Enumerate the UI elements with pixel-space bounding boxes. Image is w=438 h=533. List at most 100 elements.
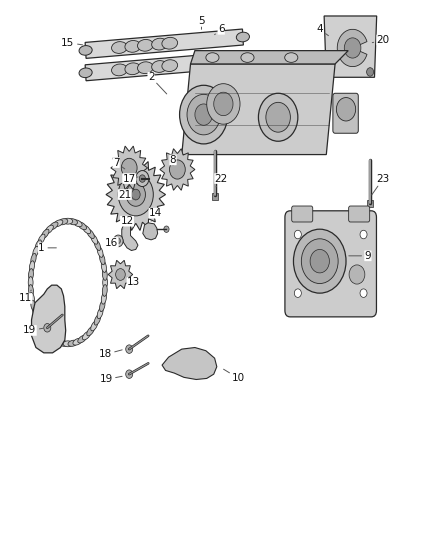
Ellipse shape bbox=[33, 308, 39, 319]
Ellipse shape bbox=[38, 321, 45, 331]
Wedge shape bbox=[337, 29, 367, 67]
Text: 20: 20 bbox=[372, 35, 390, 45]
Circle shape bbox=[293, 229, 346, 293]
Circle shape bbox=[139, 175, 145, 182]
Ellipse shape bbox=[35, 240, 42, 251]
Circle shape bbox=[131, 189, 140, 200]
Ellipse shape bbox=[102, 269, 107, 280]
Polygon shape bbox=[106, 159, 166, 230]
Ellipse shape bbox=[29, 293, 35, 304]
Ellipse shape bbox=[99, 253, 105, 265]
Text: 11: 11 bbox=[19, 290, 32, 303]
Polygon shape bbox=[162, 348, 217, 379]
Bar bbox=[85, 51, 244, 81]
Ellipse shape bbox=[152, 38, 167, 50]
Text: 2: 2 bbox=[148, 72, 167, 94]
Polygon shape bbox=[160, 149, 195, 190]
Ellipse shape bbox=[29, 261, 35, 272]
Text: 17: 17 bbox=[123, 174, 138, 183]
Ellipse shape bbox=[94, 314, 101, 325]
Ellipse shape bbox=[102, 277, 107, 288]
Circle shape bbox=[126, 370, 133, 378]
Circle shape bbox=[180, 85, 228, 144]
Ellipse shape bbox=[285, 53, 298, 62]
Ellipse shape bbox=[97, 308, 103, 319]
Ellipse shape bbox=[68, 340, 78, 346]
Circle shape bbox=[266, 102, 290, 132]
Ellipse shape bbox=[63, 219, 73, 224]
Ellipse shape bbox=[112, 42, 127, 53]
Circle shape bbox=[118, 173, 153, 216]
Text: 18: 18 bbox=[99, 350, 122, 359]
Ellipse shape bbox=[112, 64, 127, 76]
Text: 7: 7 bbox=[113, 158, 125, 169]
Ellipse shape bbox=[49, 222, 58, 230]
Circle shape bbox=[294, 289, 301, 297]
Circle shape bbox=[126, 345, 133, 353]
FancyBboxPatch shape bbox=[285, 211, 376, 317]
Ellipse shape bbox=[28, 269, 33, 280]
Circle shape bbox=[44, 324, 51, 332]
Circle shape bbox=[301, 239, 338, 284]
Ellipse shape bbox=[78, 222, 86, 230]
Ellipse shape bbox=[79, 46, 92, 55]
Circle shape bbox=[214, 92, 233, 116]
Circle shape bbox=[349, 265, 365, 284]
Text: 12: 12 bbox=[120, 216, 134, 229]
Circle shape bbox=[116, 269, 125, 280]
Circle shape bbox=[207, 84, 240, 124]
Ellipse shape bbox=[206, 53, 219, 62]
Ellipse shape bbox=[42, 229, 49, 239]
Ellipse shape bbox=[237, 32, 250, 42]
Ellipse shape bbox=[97, 246, 103, 257]
Ellipse shape bbox=[38, 234, 45, 244]
Circle shape bbox=[113, 235, 123, 247]
Text: 16: 16 bbox=[105, 237, 118, 247]
Text: 19: 19 bbox=[99, 375, 122, 384]
Text: 5: 5 bbox=[198, 17, 205, 29]
Ellipse shape bbox=[125, 41, 141, 52]
Circle shape bbox=[367, 68, 374, 76]
Polygon shape bbox=[32, 285, 66, 353]
Ellipse shape bbox=[31, 253, 36, 265]
Circle shape bbox=[195, 104, 212, 125]
FancyBboxPatch shape bbox=[349, 206, 370, 222]
Bar bbox=[367, 200, 373, 207]
Ellipse shape bbox=[82, 225, 91, 233]
Circle shape bbox=[344, 38, 361, 58]
Text: 13: 13 bbox=[127, 277, 140, 287]
Text: 23: 23 bbox=[372, 174, 390, 195]
Circle shape bbox=[170, 160, 185, 179]
Text: 6: 6 bbox=[215, 25, 225, 35]
Ellipse shape bbox=[45, 225, 53, 233]
Ellipse shape bbox=[78, 335, 86, 343]
Ellipse shape bbox=[138, 62, 153, 74]
Ellipse shape bbox=[101, 261, 106, 272]
Circle shape bbox=[116, 238, 120, 244]
Ellipse shape bbox=[241, 53, 254, 62]
Polygon shape bbox=[122, 223, 138, 251]
Ellipse shape bbox=[125, 63, 141, 75]
Ellipse shape bbox=[33, 246, 39, 257]
Ellipse shape bbox=[28, 277, 33, 288]
Ellipse shape bbox=[99, 300, 105, 312]
Text: 4: 4 bbox=[316, 25, 328, 36]
Text: 21: 21 bbox=[118, 190, 136, 200]
Ellipse shape bbox=[68, 219, 78, 225]
Polygon shape bbox=[191, 51, 348, 64]
Ellipse shape bbox=[82, 332, 91, 340]
Polygon shape bbox=[182, 64, 335, 155]
Ellipse shape bbox=[152, 61, 167, 72]
Circle shape bbox=[360, 289, 367, 297]
FancyBboxPatch shape bbox=[292, 206, 313, 222]
FancyBboxPatch shape bbox=[333, 93, 358, 133]
Ellipse shape bbox=[53, 220, 63, 227]
Ellipse shape bbox=[102, 285, 107, 296]
Ellipse shape bbox=[87, 326, 94, 336]
Ellipse shape bbox=[73, 220, 82, 227]
Circle shape bbox=[310, 249, 329, 273]
Bar bbox=[85, 29, 244, 59]
Polygon shape bbox=[108, 260, 133, 289]
Ellipse shape bbox=[58, 340, 68, 346]
Circle shape bbox=[187, 94, 220, 135]
